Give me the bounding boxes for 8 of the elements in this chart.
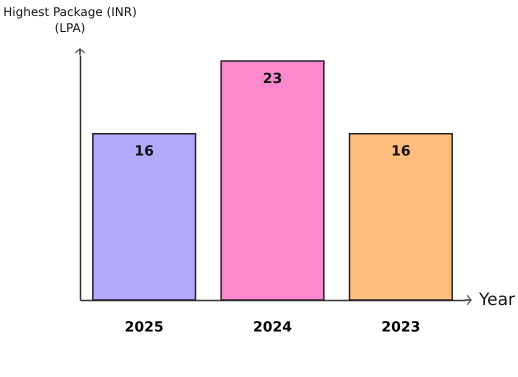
x-tick-label: 2025: [124, 320, 164, 336]
data-label: 16: [391, 144, 411, 160]
x-tick-label: 2024: [253, 320, 292, 336]
x-tick-label: 2023: [381, 320, 420, 336]
y-axis-title: Highest Package (INR) (LPA): [3, 5, 137, 35]
data-label: 16: [134, 144, 154, 160]
x-axis-title: Year: [478, 290, 516, 310]
data-label: 23: [262, 71, 282, 87]
